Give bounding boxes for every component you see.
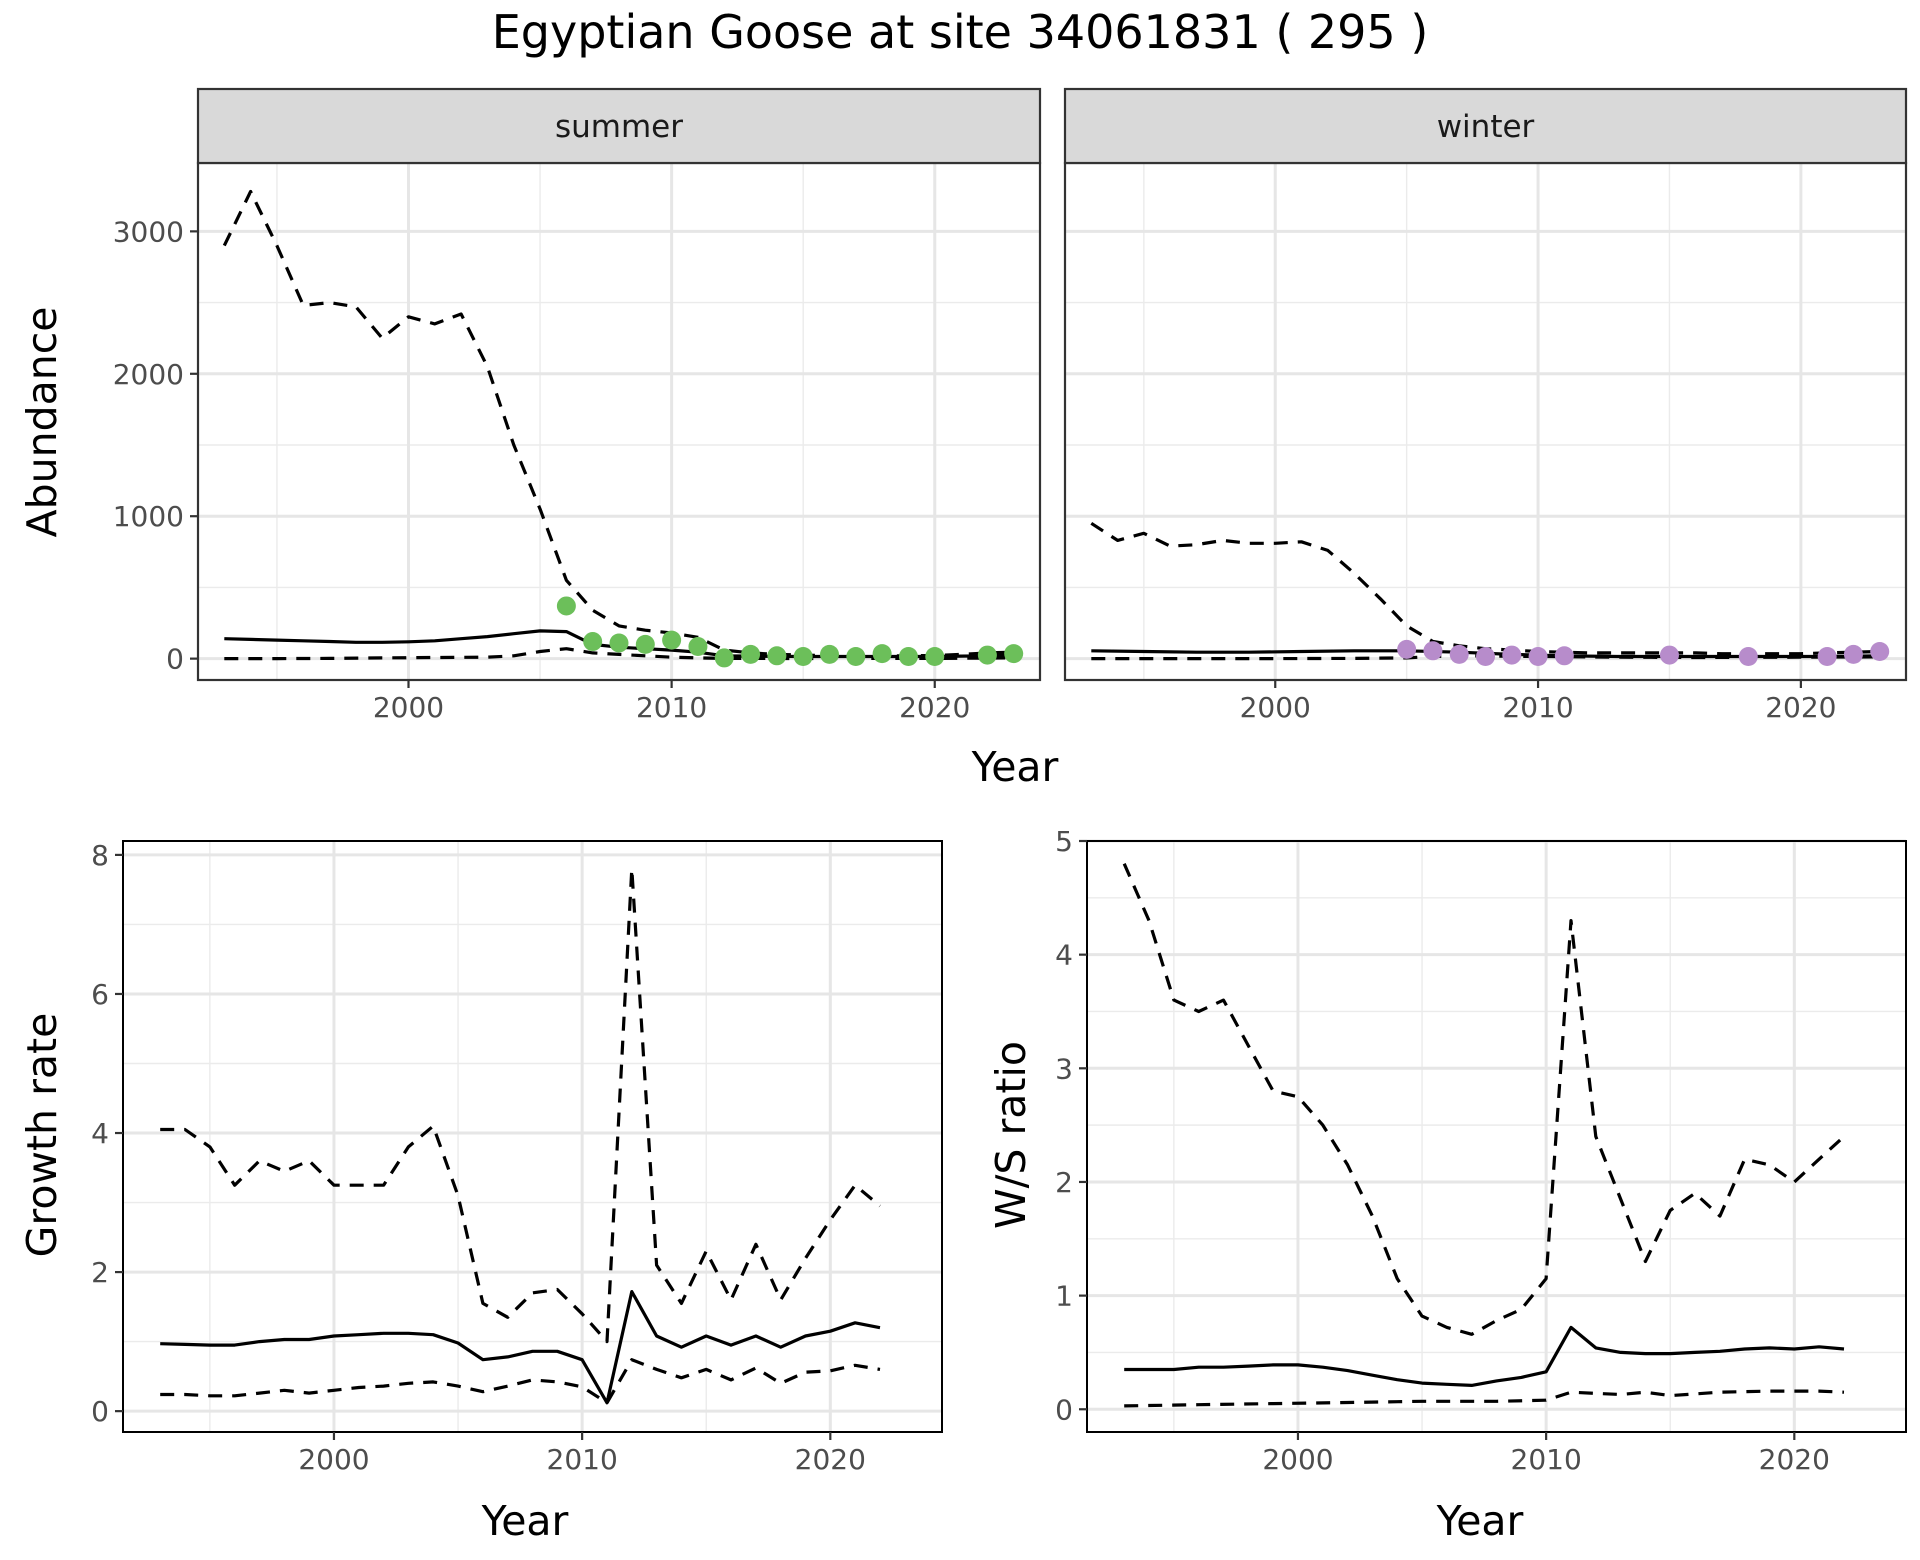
- x-tick-label: 2000: [373, 691, 444, 724]
- growth-panel: 2000 2010 2020 0 2 4 6 8: [91, 839, 943, 1476]
- growth-ci-line-2: [160, 1358, 881, 1405]
- winter-data-point: [1738, 647, 1758, 666]
- y-tick-label: 1000: [113, 500, 184, 533]
- summer-data-point: [741, 644, 761, 664]
- winter-panel-border: [1063, 161, 1908, 682]
- summer-data-point: [714, 648, 734, 668]
- winter-data-point: [1528, 647, 1548, 666]
- x-tick-label: 2020: [795, 1443, 866, 1476]
- x-tick-label: 2010: [1511, 1443, 1582, 1476]
- winter-ci-line-1: [1090, 521, 1880, 656]
- summer-ci-line-1: [222, 189, 1014, 658]
- abundance-y-axis-title: Abundance: [18, 307, 66, 538]
- winter-data-point: [1554, 646, 1574, 666]
- summer-data-point: [820, 644, 839, 664]
- winter-strip-label: winter: [1437, 109, 1535, 145]
- growth-estimate-line: [160, 1290, 881, 1405]
- y-tick-label: 4: [91, 1117, 109, 1150]
- winter-data-point: [1397, 639, 1417, 659]
- summer-data-point: [662, 630, 682, 650]
- y-tick-label: 5: [1055, 825, 1073, 858]
- summer-data-point: [767, 646, 787, 666]
- x-tick-label: 2020: [899, 691, 970, 724]
- y-tick-label: 3000: [113, 215, 184, 248]
- ratio-panel-border: [1086, 840, 1907, 1433]
- winter-data-point: [1476, 647, 1495, 666]
- summer-data-point: [846, 647, 866, 666]
- y-tick-label: 4: [1055, 939, 1073, 972]
- x-tick-label: 2000: [1240, 691, 1311, 724]
- winter-data-point: [1449, 644, 1469, 664]
- summer-data-point: [609, 633, 629, 653]
- summer-strip: [196, 87, 1042, 165]
- winter-strip: [1063, 87, 1908, 165]
- growth-ci-line-1: [160, 867, 882, 1344]
- summer-data-point: [1004, 644, 1024, 664]
- winter-data-point: [1659, 645, 1679, 665]
- top-x-axis-title: Year: [971, 743, 1059, 791]
- x-tick-label: 2000: [298, 1443, 369, 1476]
- x-tick-label: 2010: [1502, 691, 1573, 724]
- winter-data-point: [1423, 641, 1443, 661]
- summer-data-point: [688, 637, 708, 657]
- y-tick-label: 0: [1055, 1393, 1073, 1426]
- ratio-x-axis-title: Year: [1436, 1497, 1524, 1545]
- y-tick-label: 1: [1055, 1280, 1073, 1313]
- growth-panel-border: [122, 840, 943, 1433]
- y-tick-label: 2: [1055, 1166, 1073, 1199]
- growth-y-axis-title: Growth rate: [18, 1013, 66, 1258]
- winter-panel: winter 2000 2010 2020: [1063, 87, 1908, 724]
- ratio-estimate-line: [1124, 1325, 1845, 1387]
- y-tick-label: 0: [91, 1395, 109, 1428]
- y-tick-label: 2000: [113, 358, 184, 391]
- summer-panel: summer 2000 2010 2020 0 1000 2000 3000: [113, 87, 1042, 724]
- summer-data-point: [872, 644, 892, 664]
- y-tick-label: 8: [91, 839, 109, 872]
- summer-data-point: [977, 645, 997, 665]
- summer-data-point: [925, 647, 945, 666]
- x-tick-label: 2010: [636, 691, 707, 724]
- x-tick-label: 2010: [547, 1443, 618, 1476]
- growth-x-axis-title: Year: [481, 1497, 569, 1545]
- summer-strip-label: summer: [555, 109, 683, 145]
- winter-data-point: [1843, 644, 1863, 664]
- winter-data-point: [1870, 642, 1890, 662]
- winter-data-point: [1502, 645, 1522, 665]
- ratio-ci-line-2: [1124, 1389, 1845, 1408]
- ratio-ci-line-1: [1122, 863, 1846, 1336]
- summer-panel-border: [196, 161, 1042, 682]
- y-tick-label: 2: [91, 1256, 109, 1289]
- summer-ci-line-2: [224, 647, 1014, 661]
- y-tick-label: 0: [166, 643, 184, 676]
- ratio-panel: 2000 2010 2020 0 1 2 3 4 5: [1055, 825, 1907, 1476]
- winter-data-point: [1817, 647, 1837, 666]
- x-tick-label: 2020: [1759, 1443, 1830, 1476]
- y-tick-label: 6: [91, 978, 109, 1011]
- ratio-y-axis-title: W/S ratio: [987, 1041, 1035, 1229]
- summer-data-point: [556, 596, 576, 616]
- summer-data-point: [635, 634, 655, 654]
- y-tick-label: 3: [1055, 1052, 1073, 1085]
- chart-title: Egyptian Goose at site 34061831 ( 295 ): [492, 5, 1429, 59]
- x-tick-label: 2000: [1262, 1443, 1333, 1476]
- x-tick-label: 2020: [1765, 691, 1836, 724]
- summer-data-point: [583, 632, 603, 652]
- summer-data-point: [898, 647, 918, 666]
- summer-data-point: [793, 647, 813, 666]
